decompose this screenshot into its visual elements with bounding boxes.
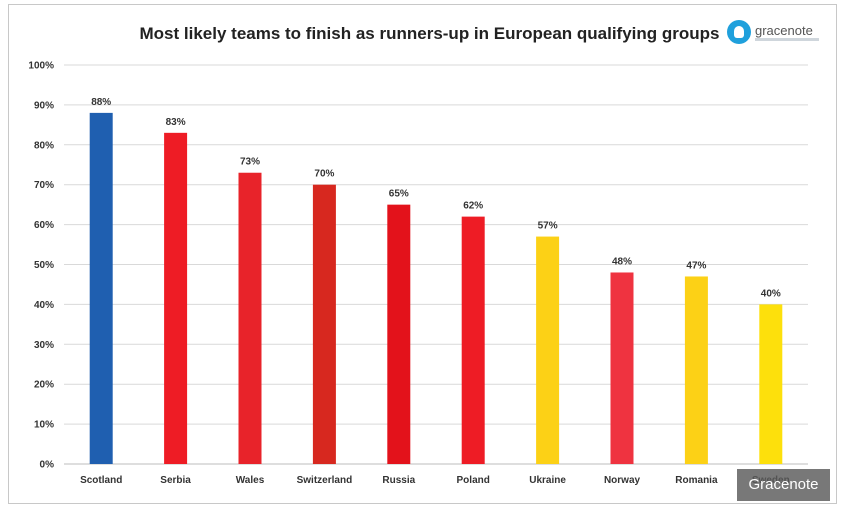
data-label: 57%	[538, 221, 558, 232]
gracenote-logo: gracenote	[727, 20, 827, 48]
x-axis-labels: Scotland Serbia Wales Switzerland Russia Pola…	[80, 475, 790, 486]
watermark: Gracenote	[737, 469, 830, 501]
x-tick-label: Scotland	[80, 475, 122, 486]
gracenote-logo-icon	[727, 20, 751, 44]
data-labels: 88% 83% 73% 70% 65% 62% 57% 48% 47% 40%	[91, 97, 781, 300]
x-tick-label: Norway	[604, 475, 641, 486]
bar-serbia	[164, 132, 188, 464]
data-label: 48%	[612, 256, 632, 267]
chart-title: Most likely teams to finish as runners-u…	[139, 24, 720, 43]
bar-ukraine	[536, 236, 560, 464]
x-tick-label: Switzerland	[297, 475, 353, 486]
y-tick-label: 0%	[40, 460, 55, 471]
bar-romania	[684, 276, 708, 464]
y-tick-label: 30%	[34, 340, 54, 351]
y-axis-ticks: 0% 10% 20% 30% 40% 50% 60% 70% 80% 90% 100%	[28, 61, 54, 471]
x-tick-label: Wales	[236, 475, 265, 486]
data-label: 47%	[686, 260, 706, 271]
bar-russia	[387, 204, 411, 464]
bar-wales	[238, 172, 262, 465]
logo-tagline-bar	[755, 38, 819, 41]
logo-text: gracenote	[755, 23, 813, 38]
data-label: 40%	[761, 288, 781, 299]
x-tick-label: Romania	[675, 475, 718, 486]
data-label: 83%	[166, 117, 186, 128]
data-label: 62%	[463, 201, 483, 212]
x-tick-label: Ukraine	[529, 475, 566, 486]
x-tick-label: Russia	[382, 475, 415, 486]
x-tick-label: Serbia	[160, 475, 191, 486]
y-tick-label: 90%	[34, 100, 54, 111]
y-tick-label: 20%	[34, 380, 54, 391]
data-label: 65%	[389, 189, 409, 200]
bar-switzerland	[312, 184, 336, 464]
y-tick-label: 50%	[34, 260, 54, 271]
data-label: 70%	[314, 169, 334, 180]
y-tick-label: 40%	[34, 300, 54, 311]
data-label: 88%	[91, 97, 111, 108]
bar-poland	[461, 216, 485, 464]
x-tick-label: Poland	[457, 475, 490, 486]
y-tick-label: 10%	[34, 420, 54, 431]
bar-norway	[610, 272, 634, 464]
bars	[89, 112, 783, 465]
y-tick-label: 60%	[34, 220, 54, 231]
bar-scotland	[89, 112, 113, 464]
y-tick-label: 70%	[34, 180, 54, 191]
y-tick-label: 100%	[28, 61, 54, 72]
y-tick-label: 80%	[34, 140, 54, 151]
data-label: 73%	[240, 157, 260, 168]
bar-sweden	[759, 304, 783, 464]
gridlines	[64, 64, 808, 465]
